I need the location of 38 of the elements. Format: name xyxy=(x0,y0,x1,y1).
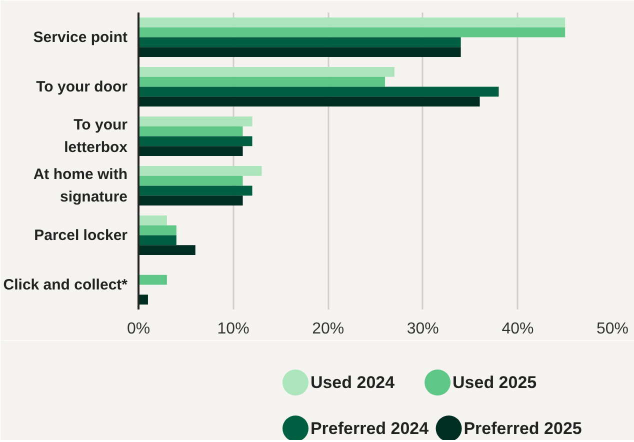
x-tick-label: 30% xyxy=(406,320,439,338)
bar xyxy=(138,96,480,107)
bar xyxy=(138,76,385,87)
bar xyxy=(138,116,252,126)
x-tick-label: 40% xyxy=(502,320,534,338)
bar xyxy=(138,215,167,226)
bar xyxy=(138,274,167,285)
bar xyxy=(138,166,262,176)
bar xyxy=(138,136,252,146)
bar xyxy=(138,126,243,136)
bar xyxy=(138,146,243,156)
bar xyxy=(138,176,243,186)
legend-label: Used 2024 xyxy=(310,373,396,392)
bar xyxy=(138,47,461,58)
legend-label: Preferred 2025 xyxy=(464,419,582,438)
bar xyxy=(138,27,566,38)
bar xyxy=(138,37,461,48)
y-tick-label: At home with signature xyxy=(33,166,128,206)
bar xyxy=(138,86,499,97)
bar xyxy=(138,294,148,305)
x-tick-label: 10% xyxy=(217,320,250,338)
legend-label: Preferred 2024 xyxy=(310,419,430,438)
bar xyxy=(138,225,176,236)
y-tick-label: Service point xyxy=(33,28,128,46)
bar xyxy=(138,235,176,246)
x-tick-label: 20% xyxy=(312,320,344,338)
bar xyxy=(138,186,252,196)
legend-label: Used 2025 xyxy=(452,373,537,392)
bar xyxy=(138,66,394,77)
y-tick-label: Parcel locker xyxy=(34,226,128,244)
x-tick-label: 0% xyxy=(126,320,150,338)
bar xyxy=(138,196,243,206)
y-tick-label: Click and collect* xyxy=(3,276,128,294)
bar xyxy=(138,245,196,256)
y-tick-label: To your letterbox xyxy=(64,116,128,156)
x-tick-label: 50% xyxy=(596,320,629,338)
bar xyxy=(138,17,566,28)
y-tick-label: To your door xyxy=(36,78,128,96)
